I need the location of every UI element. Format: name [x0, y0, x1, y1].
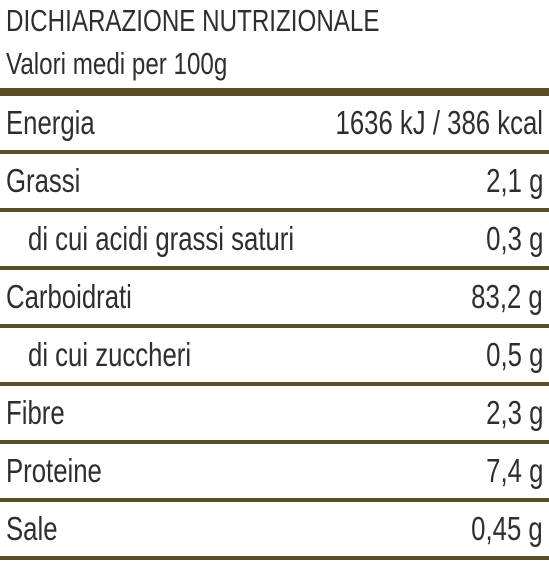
nutrient-value: 83,2 g — [451, 278, 549, 316]
table-row: di cui zuccheri 0,5 g — [0, 328, 549, 386]
nutrient-name: di cui zuccheri — [0, 336, 237, 374]
subtitle: Valori medi per 100g — [6, 47, 290, 81]
table-row: Carboidrati 83,2 g — [0, 270, 549, 328]
nutrient-value-text: 0,5 g — [485, 336, 543, 373]
nutrient-name-text: Proteine — [6, 452, 102, 489]
nutrient-value: 7,4 g — [470, 452, 549, 490]
table-row: di cui acidi grassi saturi 0,3 g — [0, 212, 549, 270]
nutrient-value-text: 0,45 g — [471, 510, 543, 547]
table-row: Fibre 2,3 g — [0, 386, 549, 444]
nutrient-value: 0,45 g — [451, 510, 549, 548]
title-text: DICHIARAZIONE NUTRIZIONALE — [6, 3, 380, 38]
nutrient-value-text: 2,3 g — [485, 394, 543, 431]
subtitle-text: Valori medi per 100g — [6, 46, 228, 81]
nutrient-name-text: Grassi — [6, 162, 81, 199]
table-row: Sale 0,45 g — [0, 502, 549, 560]
nutrient-value: 2,1 g — [470, 162, 549, 200]
nutrient-name-text: di cui zuccheri — [28, 336, 192, 373]
nutrient-value: 2,3 g — [470, 394, 549, 432]
nutrient-value: 0,3 g — [470, 220, 549, 258]
nutrient-name: Proteine — [0, 452, 129, 490]
nutrition-table: Energia 1636 kJ / 386 kcal Grassi 2,1 g di c… — [0, 88, 549, 560]
title: DICHIARAZIONE NUTRIZIONALE — [6, 4, 485, 38]
nutrient-value-text: 1636 kJ / 386 kcal — [335, 104, 543, 141]
nutrient-name-text: Fibre — [6, 394, 65, 431]
table-row: Energia 1636 kJ / 386 kcal — [0, 96, 549, 154]
nutrient-value-text: 2,1 g — [485, 162, 543, 199]
nutrient-name-text: Carboidrati — [6, 278, 132, 315]
nutrient-name: Sale — [0, 510, 72, 548]
nutrient-name: di cui acidi grassi saturi — [0, 220, 369, 258]
nutrient-name: Grassi — [0, 162, 101, 200]
nutrient-name-text: Energia — [6, 104, 95, 141]
nutrient-value-text: 7,4 g — [485, 452, 543, 489]
table-row: Grassi 2,1 g — [0, 154, 549, 212]
nutrient-name: Fibre — [0, 394, 81, 432]
nutrient-name: Energia — [0, 104, 120, 142]
nutrient-value: 0,5 g — [470, 336, 549, 374]
nutrient-name-text: Sale — [6, 510, 58, 547]
nutrient-value-text: 83,2 g — [471, 278, 543, 315]
nutrient-value: 1636 kJ / 386 kcal — [277, 104, 549, 142]
table-row: Proteine 7,4 g — [0, 444, 549, 502]
nutrient-name-text: di cui acidi grassi saturi — [28, 220, 295, 257]
nutrient-name: Carboidrati — [0, 278, 167, 316]
nutrient-value-text: 0,3 g — [485, 220, 543, 257]
